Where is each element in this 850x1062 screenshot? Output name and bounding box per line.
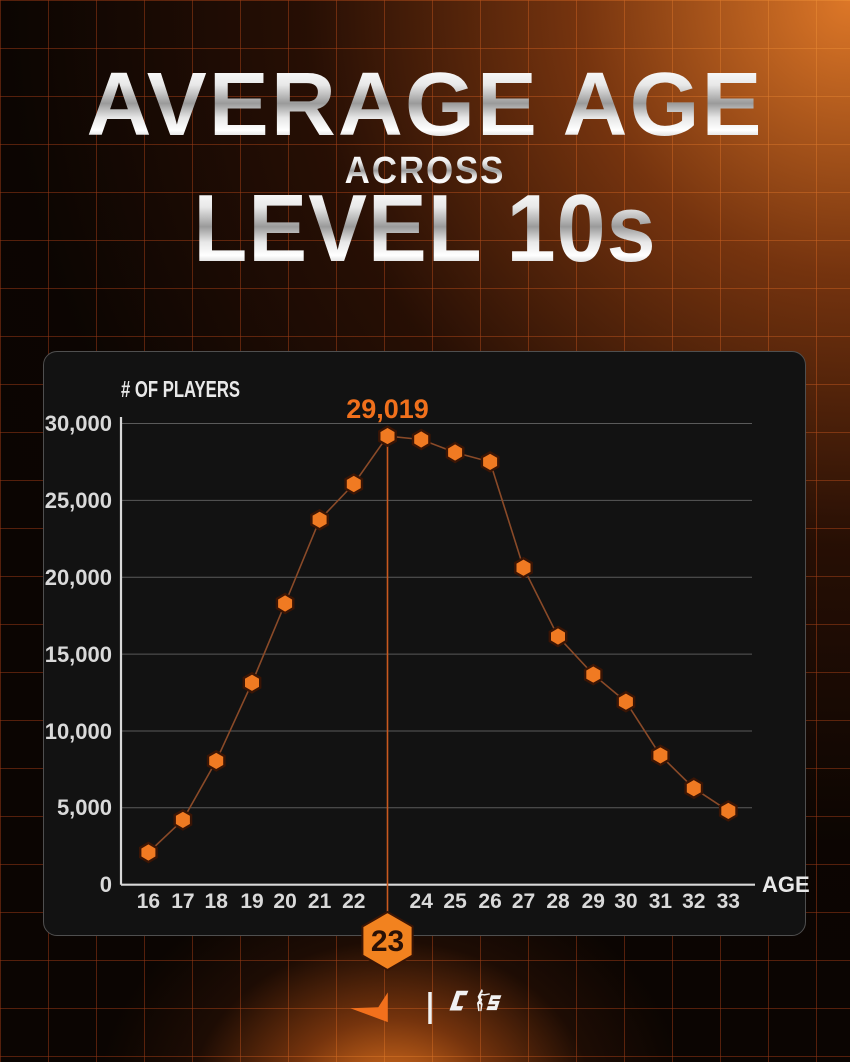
svg-text:AGE: AGE xyxy=(762,872,810,897)
svg-text:16: 16 xyxy=(137,890,160,913)
svg-text:18: 18 xyxy=(205,890,229,913)
svg-text:30,000: 30,000 xyxy=(45,411,112,436)
svg-text:15,000: 15,000 xyxy=(45,642,112,667)
svg-text:29,019: 29,019 xyxy=(346,394,429,424)
svg-text:# OF PLAYERS: # OF PLAYERS xyxy=(121,376,240,402)
svg-text:20,000: 20,000 xyxy=(45,565,112,590)
svg-text:30: 30 xyxy=(614,890,637,913)
svg-text:32: 32 xyxy=(682,890,705,913)
svg-text:25: 25 xyxy=(443,890,467,913)
svg-text:21: 21 xyxy=(308,890,332,913)
svg-text:33: 33 xyxy=(717,890,740,913)
svg-text:27: 27 xyxy=(512,890,535,913)
svg-text:24: 24 xyxy=(410,890,434,913)
svg-text:25,000: 25,000 xyxy=(45,488,112,513)
svg-text:10,000: 10,000 xyxy=(45,719,112,744)
svg-text:0: 0 xyxy=(100,872,112,897)
svg-text:31: 31 xyxy=(649,890,673,913)
svg-text:29: 29 xyxy=(582,890,605,913)
svg-text:26: 26 xyxy=(478,890,501,913)
svg-text:20: 20 xyxy=(273,890,296,913)
svg-text:28: 28 xyxy=(546,890,570,913)
svg-text:22: 22 xyxy=(342,890,365,913)
svg-text:23: 23 xyxy=(371,925,404,958)
svg-text:5,000: 5,000 xyxy=(57,795,112,820)
svg-text:19: 19 xyxy=(240,890,263,913)
svg-text:17: 17 xyxy=(171,890,194,913)
